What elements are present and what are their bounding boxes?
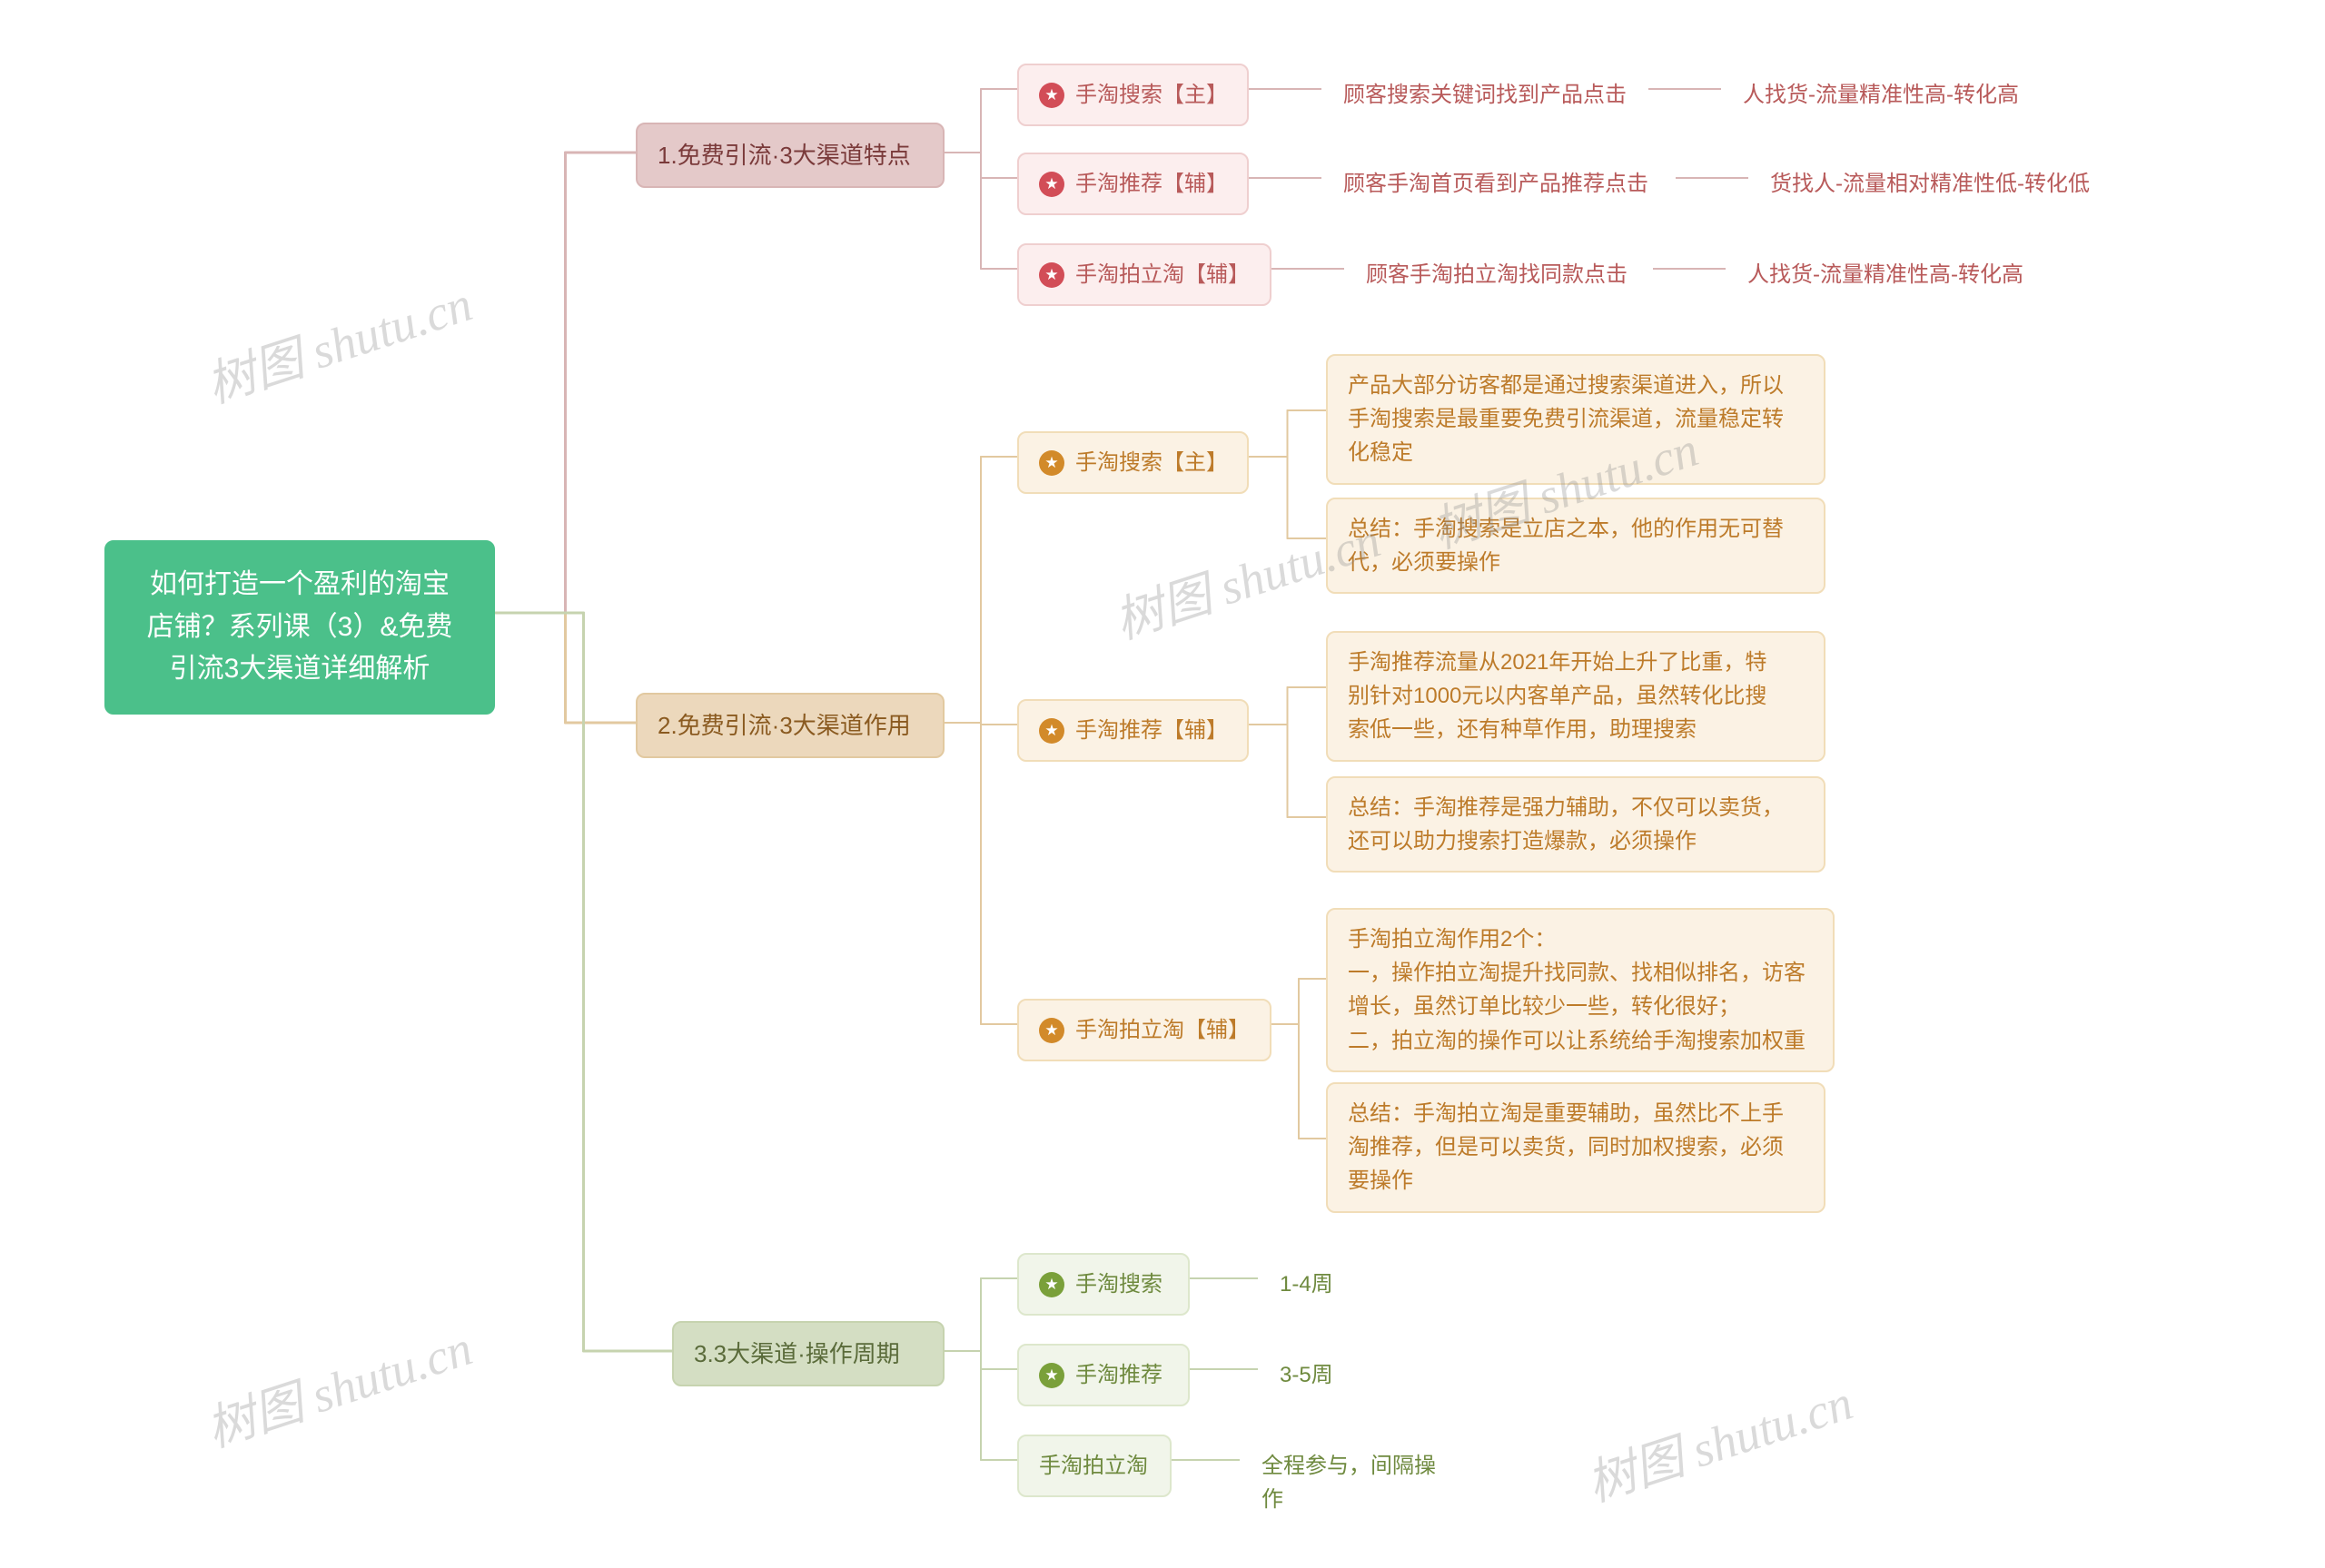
node-label: 手淘推荐 (1075, 1358, 1162, 1392)
node-b3c3[interactable]: 手淘拍立淘 (1017, 1435, 1172, 1497)
node-label: 1.免费引流·3大渠道特点 (658, 137, 911, 173)
node-label: 手淘拍立淘 (1039, 1449, 1148, 1483)
node-b2c1[interactable]: 手淘搜索【主】 (1017, 431, 1249, 494)
node-label: 顾客手淘拍立淘找同款点击 (1366, 258, 1628, 291)
node-b1[interactable]: 1.免费引流·3大渠道特点 (636, 123, 945, 188)
node-label: 手淘搜索【主】 (1075, 78, 1227, 112)
node-b1c1d[interactable]: 顾客搜索关键词找到产品点击 (1321, 64, 1648, 126)
node-b2[interactable]: 2.免费引流·3大渠道作用 (636, 693, 945, 758)
node-label: 总结：手淘拍立淘是重要辅助，虽然比不上手 淘推荐，但是可以卖货，同时加权搜索，必… (1348, 1097, 1784, 1198)
node-label: 货找人-流量相对精准性低-转化低 (1770, 167, 2090, 201)
node-b1c2d[interactable]: 顾客手淘首页看到产品推荐点击 (1321, 153, 1676, 215)
node-label: 手淘推荐流量从2021年开始上升了比重，特 别针对1000元以内客单产品，虽然转… (1348, 646, 1766, 747)
node-b3c2v[interactable]: 3-5周 (1258, 1344, 1358, 1406)
node-label: 手淘拍立淘【辅】 (1075, 258, 1250, 291)
node-b2c2t1[interactable]: 手淘推荐流量从2021年开始上升了比重，特 别针对1000元以内客单产品，虽然转… (1326, 631, 1825, 762)
node-label: 全程参与，间隔操作 (1261, 1449, 1454, 1516)
connector-layer (0, 0, 2325, 1568)
node-b3c2[interactable]: 手淘推荐 (1017, 1344, 1190, 1406)
node-b1c2e[interactable]: 货找人-流量相对精准性低-转化低 (1748, 153, 2112, 215)
node-label: 总结：手淘推荐是强力辅助，不仅可以卖货， 还可以助力搜索打造爆款，必须操作 (1348, 791, 1784, 858)
node-label: 如何打造一个盈利的淘宝 店铺？系列课（3）&免费 引流3大渠道详细解析 (147, 564, 453, 691)
node-b3c1v[interactable]: 1-4周 (1258, 1253, 1358, 1316)
node-label: 手淘搜索 (1075, 1267, 1162, 1301)
node-label: 3-5周 (1280, 1358, 1333, 1392)
node-label: 1-4周 (1280, 1267, 1333, 1301)
node-label: 人找货-流量精准性高-转化高 (1747, 258, 2023, 291)
node-label: 3.3大渠道·操作周期 (694, 1336, 900, 1372)
watermark: 树图 shutu.cn (196, 1307, 480, 1461)
node-label: 手淘推荐【辅】 (1075, 167, 1227, 201)
node-b2c3t2[interactable]: 总结：手淘拍立淘是重要辅助，虽然比不上手 淘推荐，但是可以卖货，同时加权搜索，必… (1326, 1082, 1825, 1213)
node-b1c2[interactable]: 手淘推荐【辅】 (1017, 153, 1249, 215)
node-label: 顾客搜索关键词找到产品点击 (1343, 78, 1627, 112)
node-root[interactable]: 如何打造一个盈利的淘宝 店铺？系列课（3）&免费 引流3大渠道详细解析 (104, 540, 495, 715)
node-label: 手淘拍立淘【辅】 (1075, 1013, 1250, 1047)
node-label: 产品大部分访客都是通过搜索渠道进入，所以 手淘搜索是最重要免费引流渠道，流量稳定… (1348, 369, 1784, 470)
node-b3c3v[interactable]: 全程参与，间隔操作 (1240, 1435, 1476, 1531)
node-label: 总结：手淘搜索是立店之本，他的作用无可替 代，必须要操作 (1348, 512, 1784, 579)
watermark: 树图 shutu.cn (1577, 1362, 1861, 1515)
node-label: 手淘推荐【辅】 (1075, 714, 1227, 747)
node-label: 顾客手淘首页看到产品推荐点击 (1343, 167, 1648, 201)
node-b1c3[interactable]: 手淘拍立淘【辅】 (1017, 243, 1271, 306)
mindmap-canvas: { "meta": { "canvas_size": [2560, 1727],… (0, 0, 2325, 1568)
node-label: 人找货-流量精准性高-转化高 (1743, 78, 2019, 112)
node-b2c1t1[interactable]: 产品大部分访客都是通过搜索渠道进入，所以 手淘搜索是最重要免费引流渠道，流量稳定… (1326, 354, 1825, 485)
node-b2c3t1[interactable]: 手淘拍立淘作用2个： 一，操作拍立淘提升找同款、找相似排名，访客 增长，虽然订单… (1326, 908, 1835, 1072)
node-b2c1t2[interactable]: 总结：手淘搜索是立店之本，他的作用无可替 代，必须要操作 (1326, 498, 1825, 594)
node-b3c1[interactable]: 手淘搜索 (1017, 1253, 1190, 1316)
node-label: 2.免费引流·3大渠道作用 (658, 707, 911, 744)
node-label: 手淘搜索【主】 (1075, 446, 1227, 479)
node-b1c3e[interactable]: 人找货-流量精准性高-转化高 (1726, 243, 2053, 306)
node-b2c3[interactable]: 手淘拍立淘【辅】 (1017, 999, 1271, 1061)
watermark: 树图 shutu.cn (196, 263, 480, 417)
node-b1c1e[interactable]: 人找货-流量精准性高-转化高 (1721, 64, 2048, 126)
node-b3[interactable]: 3.3大渠道·操作周期 (672, 1321, 945, 1386)
node-label: 手淘拍立淘作用2个： 一，操作拍立淘提升找同款、找相似排名，访客 增长，虽然订单… (1348, 922, 1806, 1058)
node-b1c3d[interactable]: 顾客手淘拍立淘找同款点击 (1344, 243, 1653, 306)
node-b2c2t2[interactable]: 总结：手淘推荐是强力辅助，不仅可以卖货， 还可以助力搜索打造爆款，必须操作 (1326, 776, 1825, 873)
node-b1c1[interactable]: 手淘搜索【主】 (1017, 64, 1249, 126)
node-b2c2[interactable]: 手淘推荐【辅】 (1017, 699, 1249, 762)
